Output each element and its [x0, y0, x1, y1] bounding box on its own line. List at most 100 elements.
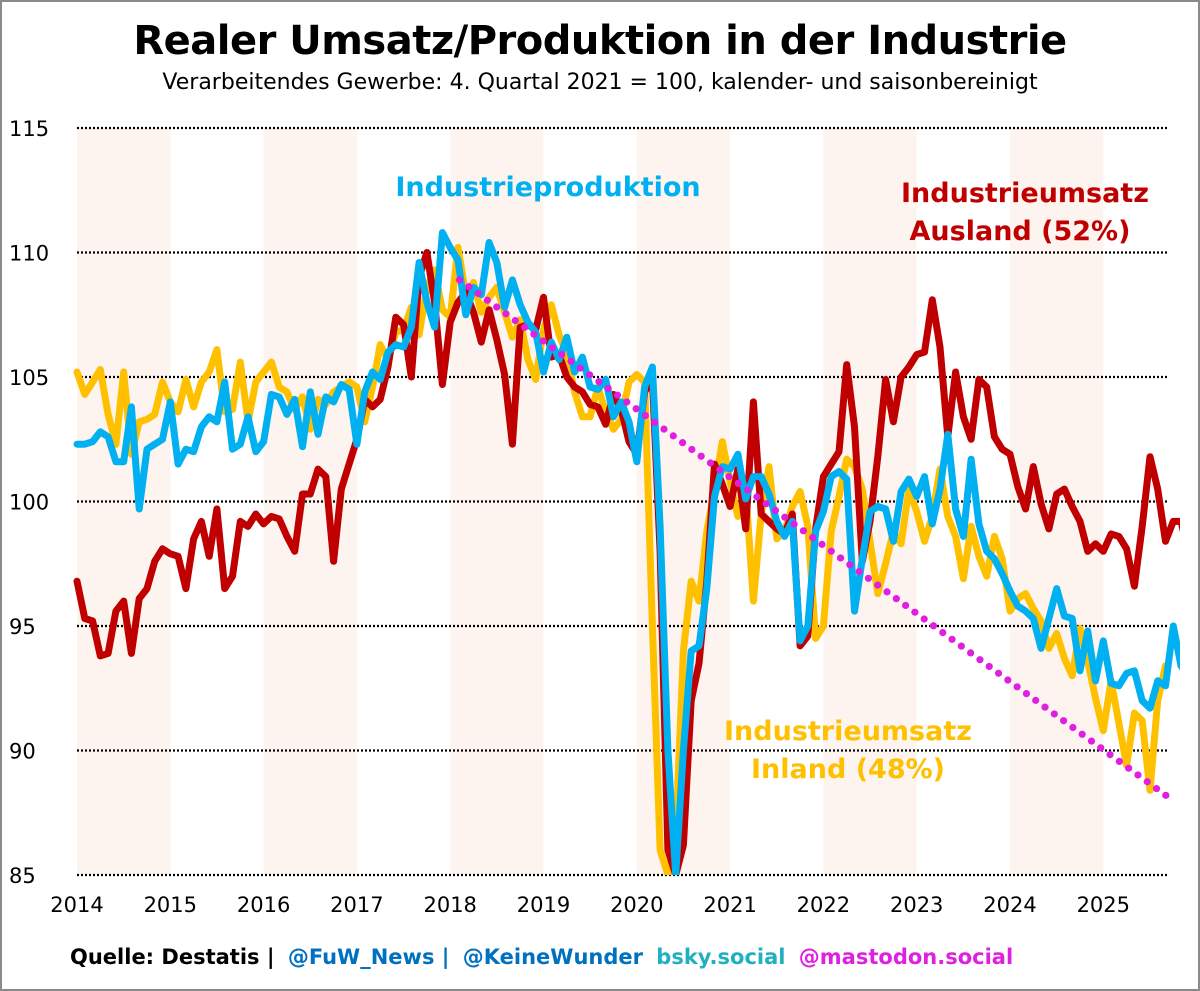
trend-dot: [1069, 723, 1077, 732]
trend-dot: [744, 486, 752, 494]
trend-dot: [1106, 751, 1114, 759]
trend-dot: [604, 384, 612, 393]
y-tick-label: 105: [9, 366, 49, 390]
trend-dot: [520, 323, 529, 331]
trend-dot: [595, 378, 603, 386]
trend-dot: [688, 445, 696, 454]
trend-dot: [855, 567, 863, 576]
series-line-industrieumsatz-inland: [73, 244, 1169, 875]
label-ausland-line2: Ausland (52%): [910, 216, 1131, 247]
trend-dot: [929, 622, 938, 630]
x-tick-label: 2019: [517, 893, 570, 917]
trend-dot: [948, 635, 956, 643]
trend-dot: [678, 439, 687, 447]
x-tick-label: 2025: [1077, 893, 1130, 917]
y-tick-label: 95: [9, 615, 36, 639]
x-tick-label: 2015: [144, 893, 197, 917]
trend-dot: [1078, 730, 1086, 738]
y-tick-label: 100: [9, 491, 49, 515]
series-lines: [73, 229, 1180, 875]
trend-dot: [781, 513, 789, 521]
trend-dot: [1134, 771, 1142, 779]
trend-dot: [818, 540, 826, 548]
x-tick-label: 2018: [423, 893, 476, 917]
y-tick-label: 115: [9, 117, 49, 141]
chart-subtitle: Verarbeitendes Gewerbe: 4. Quartal 2021 …: [162, 70, 1038, 95]
label-ausland-line1: Industrieumsatz: [901, 178, 1149, 209]
trend-dot: [502, 310, 510, 318]
trend-dot: [1143, 778, 1151, 786]
trend-dot: [939, 628, 947, 637]
trend-dot: [558, 350, 566, 359]
label-inland-line2: Inland (48%): [751, 754, 945, 785]
trend-dot: [911, 608, 919, 616]
trend-dot: [771, 506, 780, 515]
trend-dot: [530, 330, 538, 338]
trend-dot: [1032, 696, 1040, 704]
trend-dot: [1097, 744, 1105, 752]
x-tick-label: 2017: [330, 893, 383, 917]
chart-title: Realer Umsatz/Produktion in der Industri…: [133, 18, 1067, 64]
trend-dot: [725, 472, 733, 481]
x-tick-label: 2023: [890, 893, 943, 917]
trend-dot: [734, 479, 742, 487]
trend-dot: [1059, 717, 1068, 725]
footer-handle-fuw[interactable]: @FuW_News |: [287, 945, 450, 969]
y-tick-label: 85: [9, 864, 36, 888]
trend-dot: [660, 425, 668, 433]
trend-dot: [1162, 791, 1170, 799]
footer-bsky[interactable]: bsky.social: [656, 945, 786, 969]
trend-dot: [511, 316, 519, 325]
trend-dot: [1152, 784, 1161, 793]
x-tick-label: 2021: [703, 893, 756, 917]
trend-dot: [651, 418, 659, 426]
footer-mastodon[interactable]: @mastodon.social: [798, 945, 1014, 969]
x-tick-label: 2024: [983, 893, 1036, 917]
trend-dot: [902, 601, 910, 610]
footer-credits: Quelle: Destatis | @FuW_News | @KeineWun…: [70, 945, 1019, 969]
trend-dot: [753, 493, 761, 501]
trend-dot: [846, 561, 854, 569]
trend-dot: [576, 364, 584, 372]
y-tick-label: 90: [9, 740, 36, 764]
trend-dot: [641, 411, 649, 420]
trend-dot: [827, 547, 835, 555]
label-industrieproduktion: Industrieproduktion: [395, 172, 700, 203]
annotations: Industrieproduktion Industrieumsatz Auslan…: [395, 172, 1149, 785]
trend-dot: [967, 649, 975, 657]
trend-dot: [586, 371, 594, 379]
trend-dot: [1115, 757, 1123, 766]
trend-dot: [985, 662, 993, 671]
trend-dot: [1050, 710, 1058, 718]
trend-dot: [567, 357, 575, 365]
trend-dot: [697, 452, 705, 460]
trend-line: [455, 276, 1170, 799]
trend-dot: [864, 574, 873, 582]
y-axis-ticks: 115 110 105 100 95 90 85: [9, 117, 49, 888]
trend-dot: [874, 581, 882, 589]
trend-dot: [883, 588, 891, 596]
trend-dot: [483, 296, 492, 304]
x-tick-label: 2014: [50, 893, 103, 917]
x-tick-label: 2022: [797, 893, 850, 917]
footer-source: Quelle: Destatis |: [70, 945, 275, 969]
trend-dot: [623, 398, 631, 406]
x-tick-label: 2020: [610, 893, 663, 917]
trend-dot: [976, 656, 984, 664]
trend-dot: [799, 527, 807, 535]
trend-dot: [539, 337, 547, 345]
x-axis-ticks: 2014 2015 2016 2017 2018 2019 2020 2021 2022 2023…: [50, 893, 1130, 917]
y-tick-label: 110: [9, 242, 49, 266]
trend-dot: [706, 459, 715, 467]
trend-dot: [548, 344, 557, 352]
trend-dot: [836, 554, 845, 562]
gridlines: [77, 126, 1168, 877]
trend-dot: [809, 534, 817, 542]
trend-dot: [1013, 683, 1021, 691]
trend-dot: [493, 303, 501, 311]
trend-dot: [1022, 689, 1031, 698]
trend-dot: [1004, 676, 1012, 684]
footer-handle-keinewunder[interactable]: @KeineWunder: [462, 945, 643, 969]
trend-dot: [790, 520, 798, 528]
